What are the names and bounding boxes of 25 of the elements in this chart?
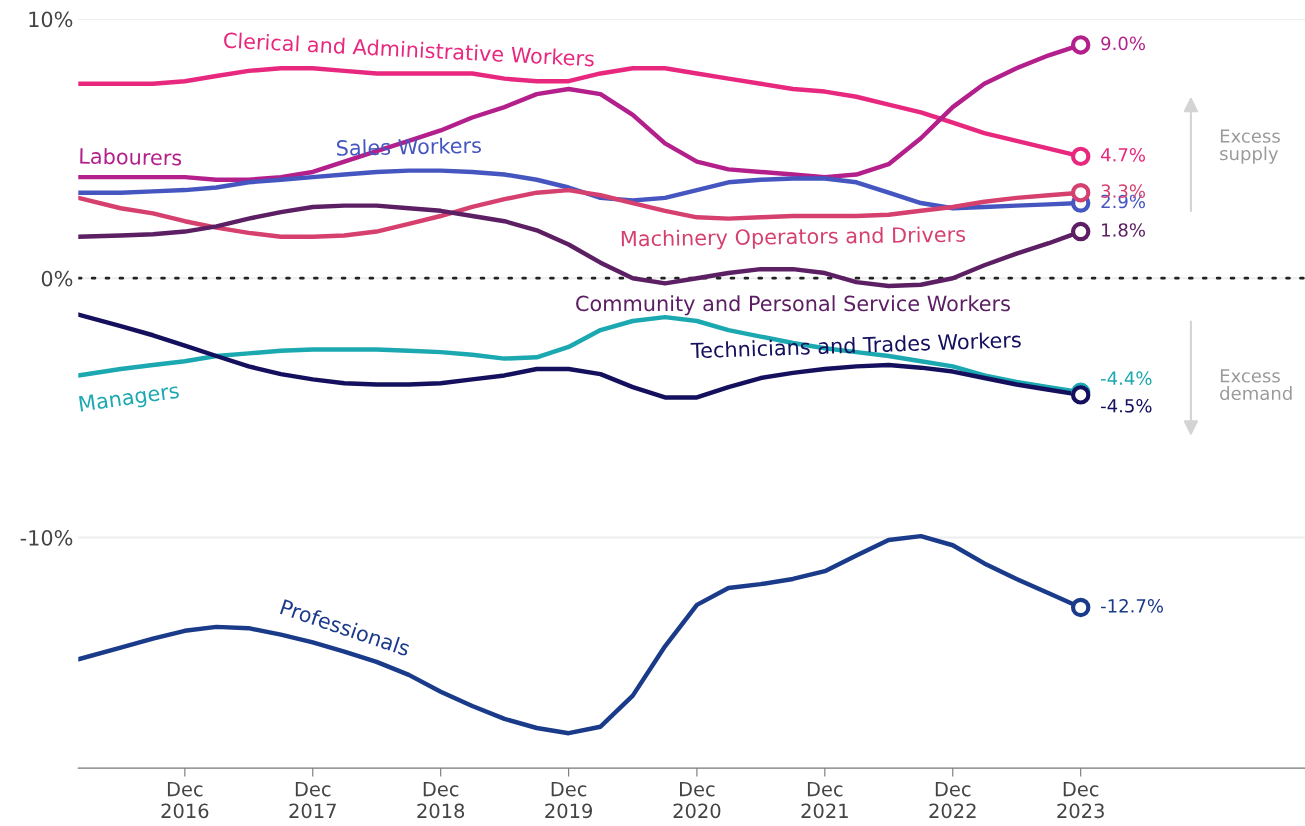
annotation: Excess demand [1220,369,1292,401]
x-tick-label: Dec 2020 [673,781,721,819]
series-label: Sales Workers [336,136,482,156]
y-tick-label: -10% [20,529,73,546]
x-tick-label: Dec 2022 [929,781,976,819]
x-tick-label: Dec 2016 [161,781,209,819]
y-tick-label: 10% [29,11,73,28]
series-label: Labourers [80,147,182,166]
data-label: -12.7% [1101,599,1164,613]
data-label: -4.5% [1101,398,1152,413]
x-tick-label: Dec 2018 [417,781,465,819]
data-label: -4.4% [1101,371,1152,386]
data-label: 1.8% [1102,223,1146,237]
x-tick-label: Dec 2023 [1057,781,1104,819]
series-label: Machinery Operators and Drivers [621,225,966,251]
series-label: Clerical and Administrative Workers [223,31,595,67]
annotation: Excess supply [1220,129,1280,164]
y-tick-label: 0% [41,270,73,287]
x-tick-label: Dec 2019 [545,781,592,819]
x-tick-label: Dec 2017 [289,781,336,819]
series-label: Community and Personal Service Workers [576,295,1010,316]
text: Managers [79,382,180,416]
data-label: 4.7% [1101,147,1146,162]
data-label: 9.0% [1101,36,1146,51]
x-tick-label: Dec 2021 [801,781,848,819]
